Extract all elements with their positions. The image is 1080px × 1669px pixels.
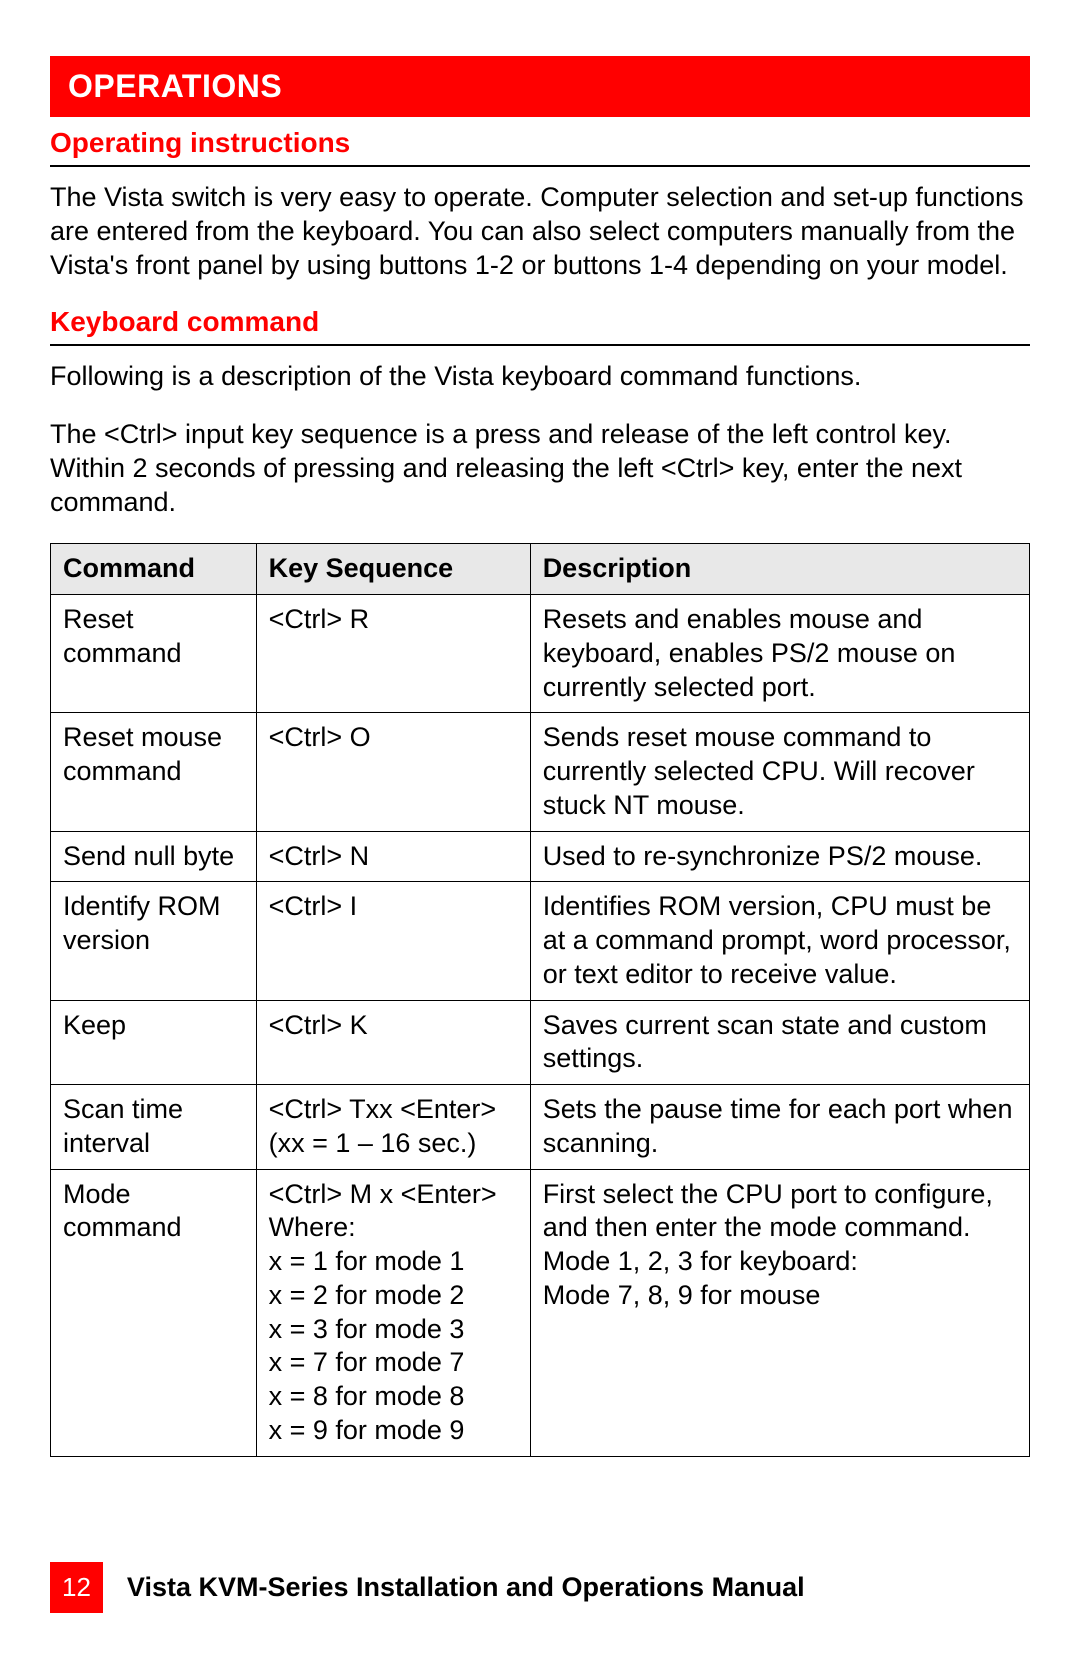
document-page: OPERATIONS Operating instructions The Vi… <box>0 0 1080 1669</box>
body-paragraph: Following is a description of the Vista … <box>50 360 1030 394</box>
table-row: Keep <Ctrl> K Saves current scan state a… <box>51 1000 1030 1085</box>
table-cell: Sends reset mouse command to currently s… <box>530 713 1029 831</box>
section-operating-instructions: Operating instructions The Vista switch … <box>50 127 1030 282</box>
table-header-row: Command Key Sequence Description <box>51 544 1030 595</box>
table-cell: Keep <box>51 1000 257 1085</box>
table-cell: Reset command <box>51 595 257 713</box>
page-header-bar: OPERATIONS <box>50 56 1030 117</box>
table-cell: <Ctrl> O <box>256 713 530 831</box>
command-table: Command Key Sequence Description Reset c… <box>50 543 1030 1456</box>
body-paragraph: The <Ctrl> input key sequence is a press… <box>50 418 1030 519</box>
page-number: 12 <box>50 1562 103 1613</box>
page-footer: 12 Vista KVM-Series Installation and Ope… <box>50 1562 1030 1613</box>
command-table-container: Command Key Sequence Description Reset c… <box>50 543 1030 1456</box>
table-row: Reset mouse command <Ctrl> O Sends reset… <box>51 713 1030 831</box>
table-cell: <Ctrl> M x <Enter>Where:x = 1 for mode 1… <box>256 1169 530 1456</box>
table-row: Scan time interval <Ctrl> Txx <Enter>(xx… <box>51 1085 1030 1170</box>
table-cell: Resets and enables mouse and keyboard, e… <box>530 595 1029 713</box>
table-cell: Scan time interval <box>51 1085 257 1170</box>
table-cell: Sets the pause time for each port when s… <box>530 1085 1029 1170</box>
table-cell: Saves current scan state and custom sett… <box>530 1000 1029 1085</box>
table-row: Mode command <Ctrl> M x <Enter>Where:x =… <box>51 1169 1030 1456</box>
table-cell: <Ctrl> K <box>256 1000 530 1085</box>
section-keyboard-command: Keyboard command Following is a descript… <box>50 306 1030 519</box>
page-header-title: OPERATIONS <box>68 68 282 104</box>
body-paragraph: The Vista switch is very easy to operate… <box>50 181 1030 282</box>
section-title: Keyboard command <box>50 306 1030 338</box>
table-row: Send null byte <Ctrl> N Used to re-synch… <box>51 831 1030 882</box>
table-cell: <Ctrl> R <box>256 595 530 713</box>
table-cell: Used to re-synchronize PS/2 mouse. <box>530 831 1029 882</box>
section-rule <box>50 344 1030 346</box>
table-row: Reset command <Ctrl> R Resets and enable… <box>51 595 1030 713</box>
table-cell: Identify ROM version <box>51 882 257 1000</box>
table-row: Identify ROM version <Ctrl> I Identifies… <box>51 882 1030 1000</box>
footer-title: Vista KVM-Series Installation and Operat… <box>127 1572 805 1603</box>
table-cell: Identifies ROM version, CPU must be at a… <box>530 882 1029 1000</box>
table-cell: Send null byte <box>51 831 257 882</box>
table-cell: First select the CPU port to configure, … <box>530 1169 1029 1456</box>
table-cell: Mode command <box>51 1169 257 1456</box>
table-cell: <Ctrl> I <box>256 882 530 1000</box>
table-cell: Reset mouse command <box>51 713 257 831</box>
table-header-cell: Description <box>530 544 1029 595</box>
table-body: Reset command <Ctrl> R Resets and enable… <box>51 595 1030 1457</box>
section-rule <box>50 165 1030 167</box>
table-cell: <Ctrl> N <box>256 831 530 882</box>
section-title: Operating instructions <box>50 127 1030 159</box>
table-cell: <Ctrl> Txx <Enter>(xx = 1 – 16 sec.) <box>256 1085 530 1170</box>
table-header-cell: Key Sequence <box>256 544 530 595</box>
table-header-cell: Command <box>51 544 257 595</box>
